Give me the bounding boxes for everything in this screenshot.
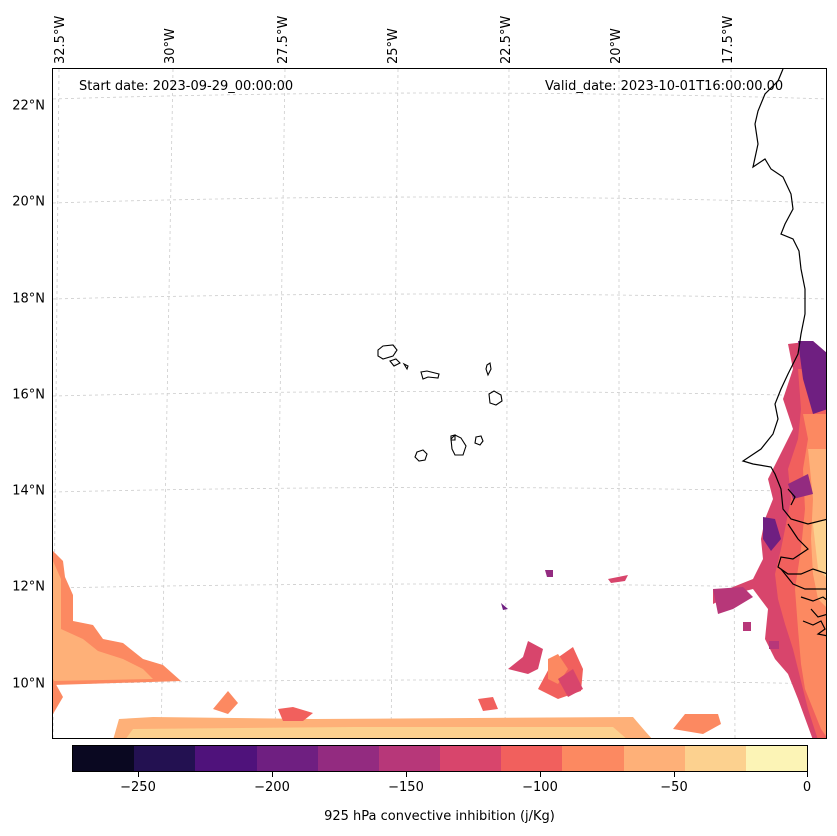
cape-verde-islands [377,344,503,462]
colorbar-tick [540,772,541,777]
colorbar-tick-label: −150 [388,780,424,795]
lat-label-12n: 12°N [12,579,45,595]
colorbar-segment [317,746,379,771]
cin-shading-southwest [53,551,181,714]
lon-label-25w: 25°W [386,28,401,64]
colorbar-segment [195,746,257,771]
cin-shading-south [113,691,721,738]
colorbar-tick [406,772,407,777]
lat-label-20n: 20°N [12,194,45,210]
lat-label-14n: 14°N [12,483,45,499]
colorbar-tick [272,772,273,777]
colorbar-segment [562,746,624,771]
colorbar-tick-label: −200 [254,780,290,795]
cin-shading-central [501,570,628,699]
cin-shading-east [713,341,826,738]
colorbar-segment [378,746,441,771]
start-date-text: Start date: 2023-09-29_00:00:00 [79,79,294,94]
lon-label-20w: 20°W [609,28,624,64]
colorbar-segment [745,746,808,771]
colorbar-segment [440,746,502,771]
colorbar-segment [134,746,196,771]
colorbar-tick-label: −50 [660,780,688,795]
colorbar-tick [138,772,139,777]
lon-label-22-5w: 22.5°W [499,15,514,64]
valid-date-text: Valid_date: 2023-10-01T16:00:00.00 [545,79,784,94]
colorbar-segment [501,746,563,771]
colorbar-tick-label: 0 [802,780,812,795]
colorbar-tick-label: −250 [120,780,156,795]
colorbar-segment [684,746,746,771]
lon-label-32-5w: 32.5°W [53,15,68,64]
colorbar-title: 925 hPa convective inhibition (j/Kg) [324,809,555,824]
colorbar-tick-label: −100 [522,780,558,795]
colorbar-tick [807,772,808,777]
graticule [53,69,826,738]
map-panel [52,68,827,739]
colorbar-segment [73,746,135,771]
lon-label-17-5w: 17.5°W [721,15,736,64]
colorbar [72,745,808,772]
colorbar-segment [623,746,685,771]
lat-label-10n: 10°N [12,676,45,692]
lat-label-22n: 22°N [12,98,45,114]
lat-label-16n: 16°N [12,387,45,403]
map-canvas [53,69,826,738]
colorbar-segment [256,746,318,771]
coastline [741,69,826,637]
lat-label-18n: 18°N [12,291,45,307]
lon-label-27-5w: 27.5°W [276,15,291,64]
lon-label-30w: 30°W [163,28,178,64]
colorbar-tick [674,772,675,777]
